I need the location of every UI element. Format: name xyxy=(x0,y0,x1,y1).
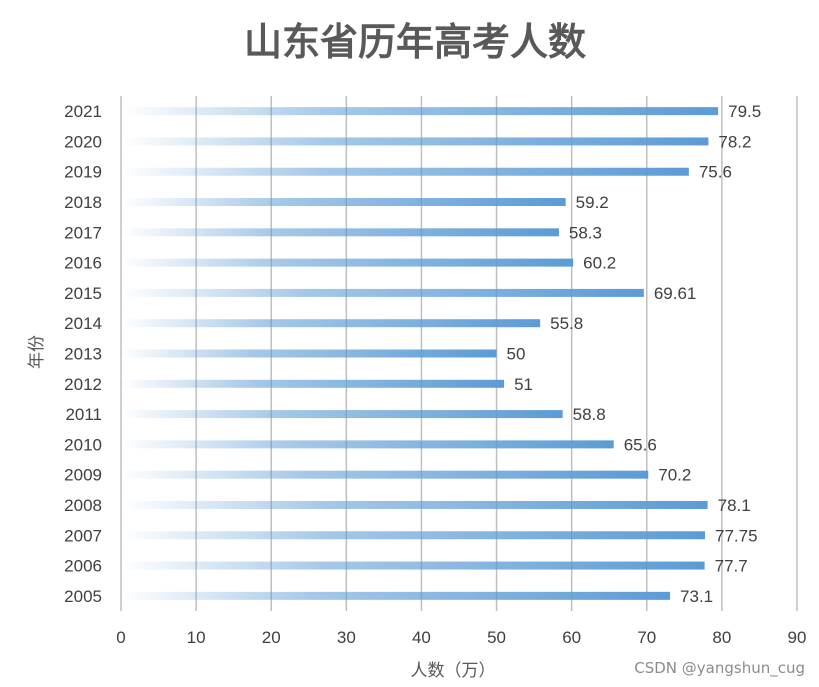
data-label-2021: 79.5 xyxy=(728,102,761,121)
y-tick-label-2018: 2018 xyxy=(64,193,102,212)
x-tick-label: 50 xyxy=(487,628,506,647)
y-tick-label-2010: 2010 xyxy=(64,435,102,454)
bar-2005 xyxy=(121,591,671,600)
bar-2007 xyxy=(121,531,705,540)
data-label-2014: 55.8 xyxy=(550,314,583,333)
y-tick-label-2012: 2012 xyxy=(64,375,102,394)
y-tick-label-2008: 2008 xyxy=(64,496,102,515)
y-tick-labels: 2005 2006 2007 2008 2009 2010 2011 2012 2013 2014… xyxy=(64,102,102,606)
y-tick-label-2013: 2013 xyxy=(64,345,102,364)
x-tick-labels: 0 10 20 30 40 50 60 70 80 90 xyxy=(116,628,806,647)
y-tick-label-2007: 2007 xyxy=(64,526,102,545)
bar-2009 xyxy=(121,470,649,479)
y-axis-title: 年份 xyxy=(27,335,47,369)
data-label-2016: 60.2 xyxy=(583,254,616,273)
bar-2006 xyxy=(121,561,705,570)
data-label-2007: 77.75 xyxy=(715,526,758,545)
y-tick-label-2019: 2019 xyxy=(64,163,102,182)
data-label-2010: 65.6 xyxy=(624,435,657,454)
y-tick-label-2014: 2014 xyxy=(64,314,102,333)
x-tick-label: 80 xyxy=(712,628,731,647)
bar-2014 xyxy=(121,319,541,328)
data-label-2017: 58.3 xyxy=(569,223,602,242)
data-label-2005: 73.1 xyxy=(680,587,713,606)
y-tick-label-2011: 2011 xyxy=(65,405,102,424)
chart-title: 山东省历年高考人数 xyxy=(244,20,586,64)
bar-2012 xyxy=(121,379,505,388)
data-label-2012: 51 xyxy=(514,375,533,394)
data-labels: 73.177.7 77.75 78.1 70.265.6 58.8 51 50 55.8 69.… xyxy=(507,102,762,606)
x-tick-label: 0 xyxy=(116,628,125,647)
data-label-2018: 59.2 xyxy=(576,193,609,212)
bar-2013 xyxy=(121,349,497,358)
y-tick-label-2005: 2005 xyxy=(64,587,102,606)
y-tick-label-2021: 2021 xyxy=(64,102,102,121)
bar-2010 xyxy=(121,440,614,449)
y-tick-label-2006: 2006 xyxy=(64,557,102,576)
watermark: CSDN @yangshun_cug xyxy=(634,659,805,677)
bar-2015 xyxy=(121,288,644,297)
data-label-2011: 58.8 xyxy=(573,405,606,424)
bar-2016 xyxy=(121,258,574,267)
bar-2019 xyxy=(121,167,689,176)
x-tick-label: 30 xyxy=(337,628,356,647)
x-tick-label: 20 xyxy=(262,628,281,647)
bar-2018 xyxy=(121,198,566,207)
data-label-2008: 78.1 xyxy=(718,496,751,515)
x-tick-label: 70 xyxy=(637,628,656,647)
data-label-2013: 50 xyxy=(507,345,526,364)
bar-2017 xyxy=(121,228,559,237)
y-tick-label-2020: 2020 xyxy=(64,132,102,151)
y-tick-label-2017: 2017 xyxy=(64,223,102,242)
bar-2020 xyxy=(121,137,709,146)
bars xyxy=(121,107,719,600)
data-label-2006: 77.7 xyxy=(715,557,748,576)
bar-2011 xyxy=(121,410,563,419)
x-tick-label: 90 xyxy=(788,628,807,647)
y-tick-label-2015: 2015 xyxy=(64,284,102,303)
data-label-2015: 69.61 xyxy=(654,284,697,303)
bar-2008 xyxy=(121,500,708,509)
y-tick-label-2016: 2016 xyxy=(64,254,102,273)
bar-2021 xyxy=(121,107,719,116)
x-axis-title: 人数（万） xyxy=(411,661,496,681)
x-tick-label: 40 xyxy=(412,628,431,647)
data-label-2020: 78.2 xyxy=(718,132,751,151)
y-tick-label-2009: 2009 xyxy=(64,466,102,485)
data-label-2009: 70.2 xyxy=(658,466,691,485)
x-tick-label: 60 xyxy=(562,628,581,647)
data-label-2019: 75.6 xyxy=(699,163,732,182)
x-tick-label: 10 xyxy=(187,628,206,647)
